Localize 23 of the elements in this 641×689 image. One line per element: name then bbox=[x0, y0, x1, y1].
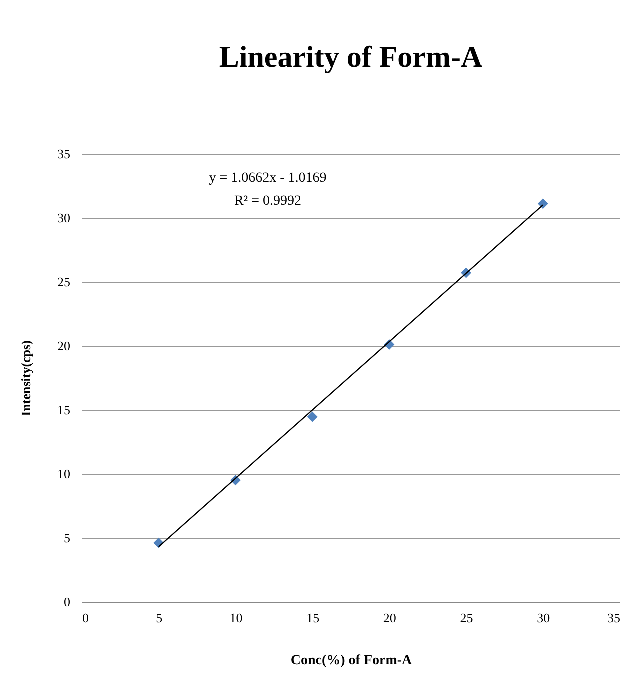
point bbox=[307, 412, 318, 422]
y-tick-label: 20 bbox=[58, 338, 70, 354]
y-tick-label: 10 bbox=[58, 466, 70, 482]
x-tick-label: 20 bbox=[383, 610, 396, 626]
x-tick-label: 10 bbox=[230, 610, 243, 626]
y-tick-label: 0 bbox=[64, 594, 70, 610]
y-tick-label: 25 bbox=[58, 274, 70, 290]
y-tick-label: 35 bbox=[58, 146, 70, 162]
chart-title: Linearity of Form-A bbox=[219, 41, 483, 74]
y-tick-label: 15 bbox=[58, 402, 70, 418]
y-tick-label: 30 bbox=[58, 210, 70, 226]
x-tick-label: 0 bbox=[82, 610, 89, 626]
y-axis-title: Intensity(cps) bbox=[18, 340, 34, 416]
point bbox=[538, 198, 548, 210]
annotation: y = 1.0662x - 1.0169 bbox=[209, 171, 327, 186]
x-tick-label: 30 bbox=[537, 610, 550, 626]
x-axis-title: Conc(%) of Form-A bbox=[290, 654, 414, 668]
annotation: R² = 0.9992 bbox=[234, 194, 302, 209]
x-tick-label: 35 bbox=[608, 610, 620, 626]
y-tick-label: 5 bbox=[64, 530, 70, 546]
x-tick-label: 15 bbox=[306, 610, 320, 626]
x-tick-label: 5 bbox=[156, 610, 163, 626]
x-tick-label: 25 bbox=[460, 610, 474, 626]
